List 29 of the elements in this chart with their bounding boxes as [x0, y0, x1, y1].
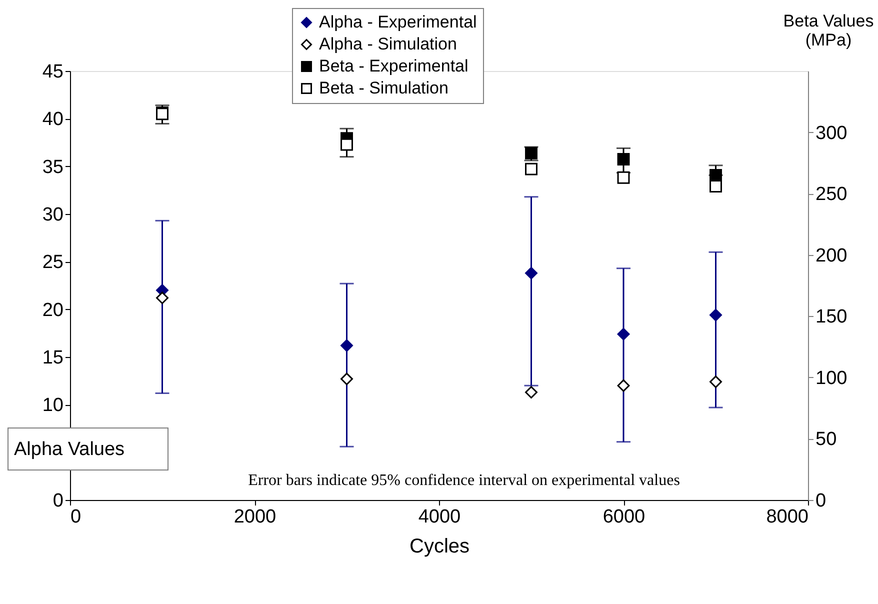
y-tick-label: 35 — [42, 156, 64, 178]
x-tick-label: 6000 — [602, 506, 646, 528]
y-tick-label: 30 — [42, 204, 64, 226]
x-tick-label: 8000 — [766, 506, 808, 528]
y-tick-label: 45 — [42, 62, 64, 82]
y-tick-label: 0 — [52, 490, 64, 512]
y-axis-title: Alpha Values — [14, 439, 125, 460]
legend-label: Beta - Experimental — [319, 56, 468, 76]
y-tick-label: 20 — [42, 300, 64, 321]
legend-label: Beta - Simulation — [319, 78, 448, 98]
y-tick-label: 40 — [42, 109, 64, 130]
y-tick-label: 15 — [42, 348, 64, 368]
y2-tick-label: 0 — [816, 490, 826, 512]
y2-tick-label: 200 — [816, 245, 848, 266]
x-axis-title: Cycles — [409, 536, 470, 558]
annotation: Error bars indicate 95% confidence interval on experimental values — [248, 472, 680, 489]
y2-tick-label: 100 — [816, 368, 848, 389]
x-tick-label: 2000 — [234, 506, 276, 528]
x-tick-label: 4000 — [418, 506, 461, 528]
legend-label: Alpha - Simulation — [319, 34, 457, 54]
y2-tick-label: 150 — [816, 306, 848, 328]
y2-tick-label: 250 — [816, 184, 848, 206]
y-tick-label: 25 — [42, 252, 64, 274]
y2-tick-label: 300 — [816, 122, 848, 144]
x-tick-label: 0 — [70, 506, 82, 528]
y2-tick-label: 50 — [816, 429, 837, 450]
legend-label: Alpha - Experimental — [319, 12, 477, 32]
y2-axis-title: Beta Values (MPa) — [783, 12, 874, 50]
y-tick-label: 10 — [42, 395, 64, 416]
